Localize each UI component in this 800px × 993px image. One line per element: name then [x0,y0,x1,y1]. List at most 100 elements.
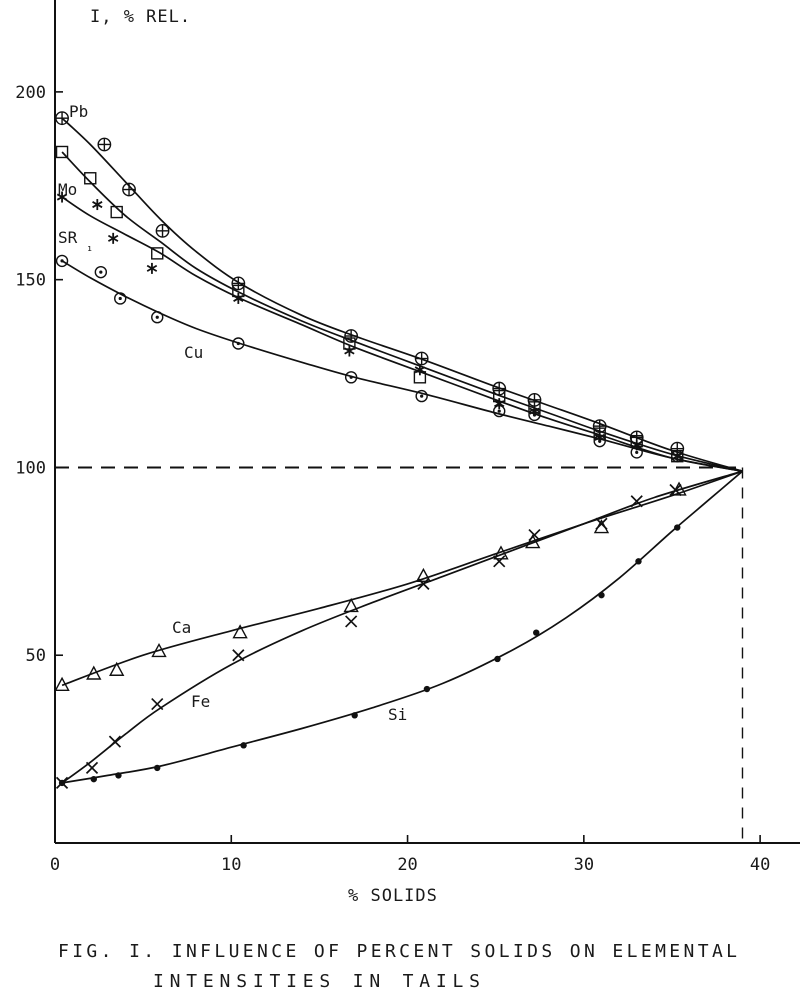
point-cu-4-ring [232,337,245,350]
point-cu-9-ring [593,434,606,448]
x-tick-label-40: 40 [750,855,770,875]
point-fe-6-b [417,577,430,590]
point-sr1-8-arm2 [529,407,540,415]
point-sr1-4 [233,292,244,304]
point-si-6 [423,685,431,693]
series-label-fe: Fe [191,692,210,711]
point-si-10 [635,558,642,565]
point-cu-10 [630,446,643,459]
point-fe-1 [85,761,99,774]
point-fe-10 [630,495,643,508]
series-label-ca: Ca [172,618,191,637]
point-sr1-7-arm2 [494,400,505,408]
point-si-5 [351,712,358,719]
point-sr1-10 [631,439,642,451]
series-curves [61,117,744,784]
point-pb-0 [55,111,69,126]
point-sr1-7 [494,398,505,410]
curve-fe [61,470,743,784]
point-ca-2 [109,661,125,676]
point-sr1-0 [56,191,68,203]
point-cu-5-ring [344,371,358,384]
y-tick-label-150: 150 [15,271,46,291]
figure-caption-line-1: FIG. I. INFLUENCE OF PERCENT SOLIDS ON E… [58,941,738,962]
point-cu-11-center [675,454,679,458]
y-tick-label-50: 50 [26,646,46,666]
x-tick-label-0: 0 [50,855,60,875]
point-fe-5-b [345,615,358,628]
point-cu-0 [55,254,69,268]
point-ca-8 [525,534,541,549]
point-fe-3-b [151,697,164,711]
point-si-3 [154,764,161,772]
point-cu-9 [593,434,606,448]
point-fe-1-b [85,761,99,774]
series-label-cu: Cu [184,343,203,362]
point-si-1 [90,775,97,783]
point-fe-10-b [630,495,643,508]
point-pb-3 [155,223,170,238]
point-mo-1 [84,172,97,185]
point-sr1-6 [414,364,426,376]
point-mo-2 [110,205,123,219]
point-pb-2 [122,182,136,197]
point-sr1-10-arm2 [631,441,642,449]
point-cu-11 [671,449,684,463]
point-cu-2-ring [114,292,127,305]
point-fe-7 [493,555,506,568]
point-sr1-5 [344,345,355,357]
point-sr1-0-arm2 [56,193,68,201]
point-cu-1 [94,265,108,279]
x-axis-label: % SOLIDS [348,886,438,906]
point-si-8 [533,629,540,636]
x-tick-label-20: 20 [397,855,417,875]
point-fe-11-b [669,483,682,497]
point-pb-5 [344,329,359,343]
point-mo-0 [55,145,69,159]
point-cu-3 [151,311,164,324]
point-sr1-1-arm2 [92,201,103,209]
point-cu-6-center [420,394,424,398]
axes: 50 100 150 200 0 10 20 30 40 [15,0,800,875]
point-sr1-9-arm2 [594,433,605,441]
point-ca-4 [232,624,248,639]
point-fe-4-b [232,649,245,662]
point-sr1-1 [92,199,103,211]
point-ca-9 [593,519,610,534]
series-label-mo: Mo [58,180,77,199]
point-fe-8 [528,528,541,542]
point-pb-8 [527,392,542,407]
point-si-7 [494,655,501,663]
point-ca-6 [415,567,432,583]
point-cu-8-ring [528,408,541,422]
series-label-sr-subscript: ₁ [86,240,93,254]
y-tick-label-100: 100 [15,458,46,478]
reference-lines [55,466,744,843]
point-cu-5 [344,371,358,384]
point-si-4 [240,742,247,749]
point-cu-5-center [349,375,353,379]
point-cu-0-center [60,259,64,263]
point-cu-7 [493,404,506,418]
point-cu-4-center [236,341,240,346]
point-fe-7-b [493,555,506,568]
curve-mo [61,151,743,473]
point-pb-1 [97,137,112,152]
point-cu-8 [528,408,541,422]
point-si-11 [674,524,681,531]
point-sr1-6-arm2 [414,366,426,374]
point-ca-5 [343,597,359,613]
series-label-sr: SR [58,228,78,247]
point-pb-9 [592,419,607,434]
point-fe-5 [345,615,358,628]
point-pb-7 [492,381,507,396]
point-ca-0 [54,676,70,691]
point-cu-10-ring [630,446,643,459]
point-sr1-3-arm2 [146,264,158,272]
point-sr1-3 [146,262,158,274]
point-cu-0-ring [55,254,69,268]
point-fe-2 [108,735,122,748]
point-cu-3-ring [151,311,164,324]
point-cu-8-center [532,413,537,417]
point-cu-7-center [497,409,501,413]
